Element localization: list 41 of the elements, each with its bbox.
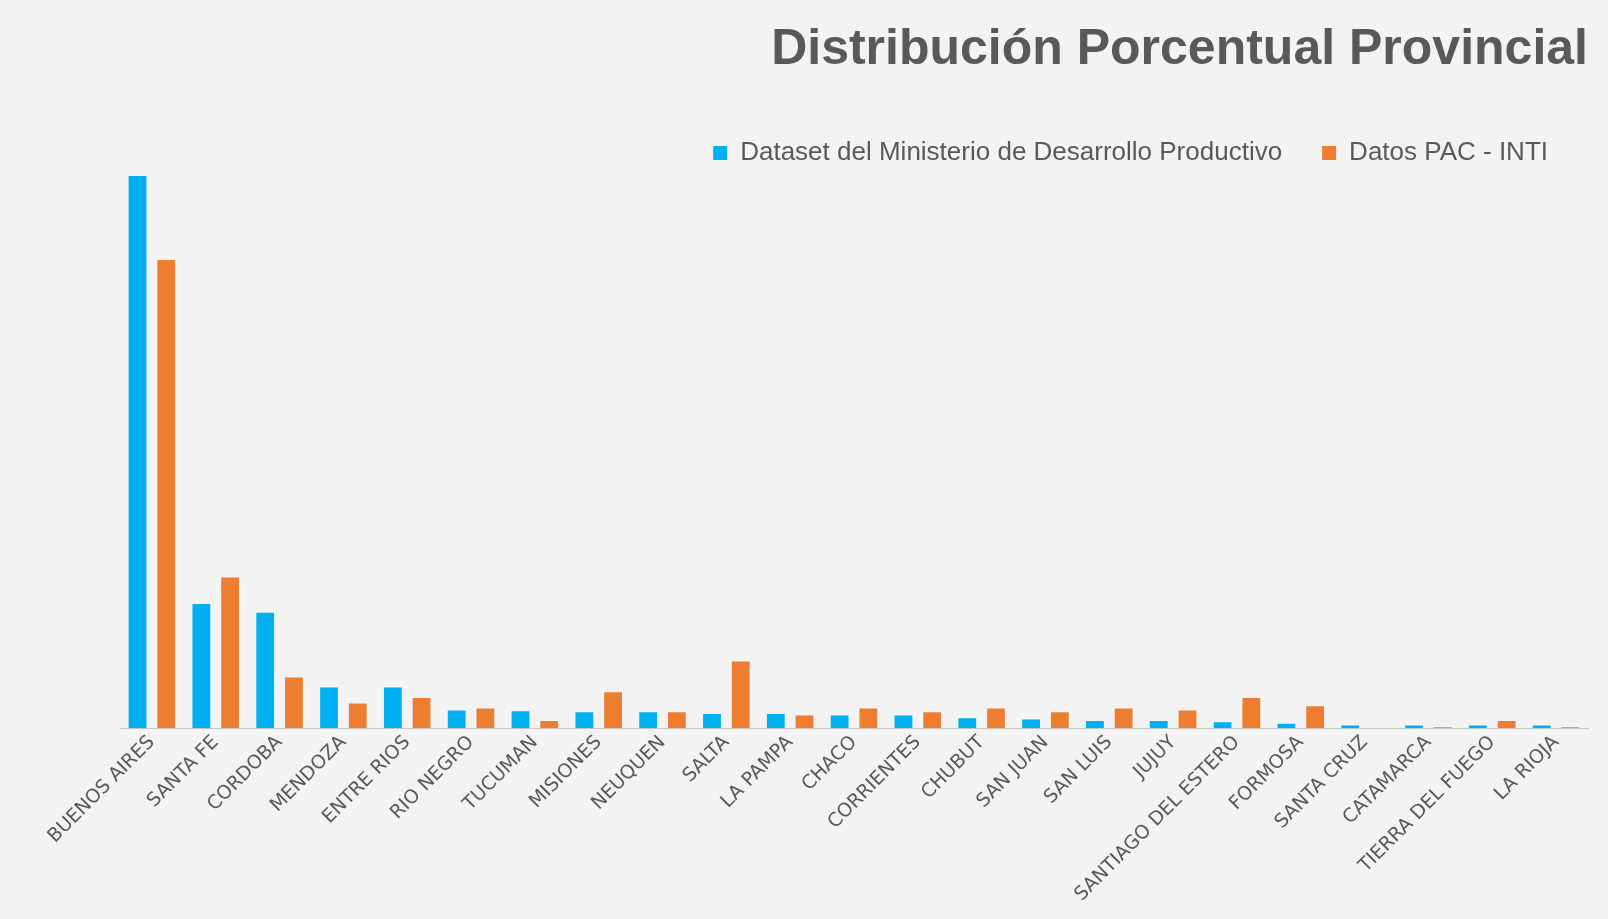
chart-title: Distribución Porcentual Provincial	[771, 18, 1588, 75]
bar	[830, 715, 849, 729]
bar	[221, 577, 239, 729]
bar	[447, 710, 466, 729]
bar	[795, 715, 814, 729]
bar	[958, 718, 977, 729]
bar	[320, 687, 338, 729]
bar	[1178, 710, 1197, 729]
bar	[476, 708, 495, 729]
bar	[383, 687, 402, 729]
bar	[667, 712, 686, 729]
bar	[540, 721, 559, 729]
bar	[1022, 719, 1041, 729]
bar	[1213, 722, 1232, 729]
bar	[604, 692, 622, 729]
bar	[859, 708, 878, 729]
bar	[575, 712, 594, 729]
bar	[1306, 706, 1325, 729]
bar	[1242, 697, 1261, 729]
bar	[639, 712, 658, 729]
bar	[256, 612, 275, 729]
bar	[348, 703, 367, 729]
bar	[987, 708, 1005, 729]
bar	[128, 176, 147, 729]
bar	[192, 604, 211, 729]
bar	[923, 712, 942, 729]
bar	[1086, 721, 1104, 729]
legend-label: Dataset del Ministerio de Desarrollo Productivo	[740, 136, 1283, 167]
bar	[766, 713, 785, 729]
bar	[703, 713, 721, 729]
bar	[157, 259, 176, 729]
bar	[1149, 721, 1168, 729]
legend-label: Datos PAC - INTI	[1349, 136, 1549, 167]
bar	[285, 677, 303, 729]
bar	[412, 697, 431, 729]
bar	[731, 661, 750, 729]
bar	[1497, 721, 1516, 729]
bar	[1050, 712, 1069, 729]
bar	[1114, 708, 1133, 729]
bar	[894, 715, 913, 729]
bar	[511, 711, 530, 729]
